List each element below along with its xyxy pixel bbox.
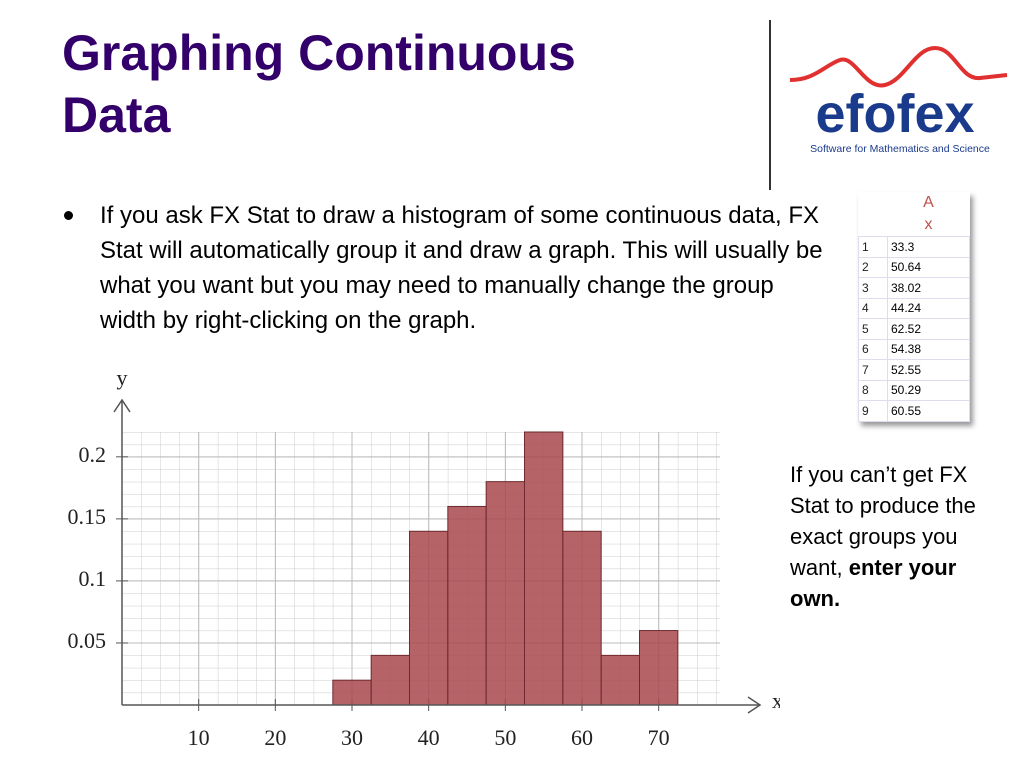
row: 8 50.29 xyxy=(858,379,970,401)
title: Graphing Continuous Data xyxy=(62,25,576,143)
y-tick-label: 0.1 xyxy=(79,566,107,591)
cell: 44.24 xyxy=(887,297,970,319)
y-tick-label: 0.2 xyxy=(79,442,107,467)
logo-tagline: Software for Mathematics and Science xyxy=(810,143,990,155)
bar xyxy=(562,530,602,706)
x-tick-label: 70 xyxy=(648,725,670,750)
column-name: x xyxy=(924,216,933,233)
y-axis-label: y xyxy=(117,365,128,390)
cell: 33.3 xyxy=(887,236,970,258)
row: 7 52.55 xyxy=(858,359,970,381)
logo-name: efofex xyxy=(815,84,974,144)
row: 9 60.55 xyxy=(858,400,970,422)
header-row: A xyxy=(859,192,970,214)
y-tick-label: 0.05 xyxy=(68,628,107,653)
note-text: If you can’t get FX Stat to produce the … xyxy=(790,462,976,580)
histogram: 10 20 30 40 50 60 70 0.05 0.1 0.15 0.2 x y xyxy=(68,365,781,750)
bullet-dot xyxy=(64,211,73,220)
cell: 38.02 xyxy=(887,277,970,299)
row-number: 9 xyxy=(858,400,888,422)
row-number: 1 xyxy=(858,236,888,258)
logo: efofex Software for Mathematics and Scie… xyxy=(789,45,1008,155)
row-number: 8 xyxy=(858,379,888,401)
x-arrow xyxy=(747,696,762,714)
bar xyxy=(447,505,487,706)
x-tick-label: 10 xyxy=(188,725,210,750)
bar xyxy=(524,431,564,706)
cell: 50.29 xyxy=(887,379,970,401)
note: If you can’t get FX Stat to produce the … xyxy=(790,459,995,614)
cell: 50.64 xyxy=(887,256,970,278)
bar xyxy=(600,654,641,706)
row: 1 33.3 xyxy=(858,236,970,258)
row: 2 50.64 xyxy=(858,256,970,278)
y-arrow xyxy=(113,398,131,413)
row-number: 6 xyxy=(858,338,888,360)
bullet-text: If you ask FX Stat to draw a histogram o… xyxy=(100,202,823,334)
cell: 60.55 xyxy=(887,400,970,422)
cell: 52.55 xyxy=(887,359,970,381)
bar xyxy=(639,630,679,706)
row: 3 38.02 xyxy=(858,277,970,299)
row-number: 5 xyxy=(858,318,888,340)
column-letter: A xyxy=(923,194,934,211)
x-tick-label: 60 xyxy=(571,725,593,750)
cell: 62.52 xyxy=(887,318,970,340)
x-tick-label: 40 xyxy=(418,725,440,750)
bar xyxy=(409,530,449,706)
logo-wave xyxy=(789,45,1008,88)
x-tick-label: 20 xyxy=(264,725,286,750)
row-number: 4 xyxy=(858,297,888,319)
corner xyxy=(859,192,888,214)
row-number: 7 xyxy=(858,359,888,381)
row: 4 44.24 xyxy=(858,297,970,319)
divider xyxy=(769,20,771,190)
row: 5 62.52 xyxy=(858,318,970,340)
bar xyxy=(332,679,372,706)
header-row: x xyxy=(859,214,970,237)
corner xyxy=(859,214,888,237)
x-tick-label: 50 xyxy=(494,725,516,750)
x-tick-label: 30 xyxy=(341,725,363,750)
cell: 54.38 xyxy=(887,338,970,360)
y-tick-label: 0.15 xyxy=(68,504,107,529)
bar xyxy=(485,481,525,706)
bar xyxy=(370,654,410,706)
note-emphasis: enter your own. xyxy=(790,555,957,611)
row-number: 3 xyxy=(858,277,888,299)
row: 6 54.38 xyxy=(858,338,970,360)
x-axis-label: x xyxy=(772,688,780,713)
row-number: 2 xyxy=(858,256,888,278)
